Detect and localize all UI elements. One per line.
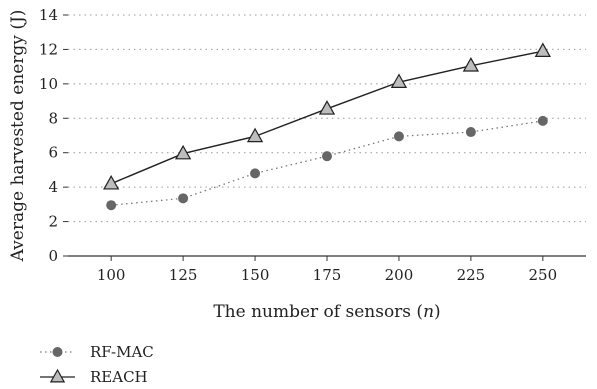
y-tick-label-2: 2: [48, 213, 58, 231]
y-tick-label-0: 0: [48, 247, 58, 265]
legend-label-rf-mac: RF-MAC: [90, 343, 154, 361]
x-axis-title: The number of sensors (n): [213, 302, 440, 322]
x-tick-label-150: 150: [241, 266, 270, 284]
x-tick-label-225: 225: [457, 266, 486, 284]
point-reach-250: [534, 42, 551, 58]
point-reach-175: [318, 100, 336, 115]
y-tick-label-8: 8: [48, 109, 58, 127]
x-axis-title-text: The number of sensors (: [213, 302, 423, 322]
point-rf-mac-125: [178, 193, 189, 204]
y-tick-label-12: 12: [39, 40, 58, 58]
legend: RF-MAC REACH: [40, 343, 154, 386]
y-tick-label-10: 10: [39, 75, 58, 93]
point-rf-mac-100: [106, 200, 117, 211]
point-rf-mac-150: [250, 168, 261, 179]
point-reach-225: [462, 57, 480, 72]
y-tick-label-14: 14: [39, 6, 58, 24]
legend-marker-reach: [49, 368, 66, 383]
legend-label-reach: REACH: [90, 368, 148, 386]
y-axis-ticks: 0 2 4 6 8 10 12 14: [39, 6, 68, 265]
grid-lines: [68, 14, 586, 223]
y-tick-label-4: 4: [48, 178, 58, 196]
point-rf-mac-200: [393, 131, 404, 142]
series-layer: [103, 42, 551, 211]
x-axis-title-variable: n: [423, 302, 434, 322]
x-tick-label-100: 100: [97, 266, 126, 284]
point-reach-200: [390, 73, 408, 88]
series-line-rf-mac: [111, 120, 543, 206]
x-axis-title-end: ): [434, 302, 441, 322]
x-tick-label-125: 125: [169, 266, 198, 284]
y-tick-label-6: 6: [48, 144, 58, 162]
point-reach-125: [174, 144, 192, 160]
point-rf-mac-225: [465, 127, 476, 138]
point-rf-mac-250: [537, 115, 548, 126]
y-axis-title: Average harvested energy (J): [8, 10, 28, 263]
x-axis-ticks: 100 125 150 175 200 225 250: [97, 256, 557, 284]
legend-marker-rf-mac: [52, 347, 63, 357]
point-rf-mac-175: [322, 151, 332, 162]
x-tick-label-200: 200: [385, 266, 414, 284]
x-tick-label-175: 175: [313, 266, 342, 284]
point-reach-150: [246, 127, 264, 143]
point-reach-100: [103, 174, 120, 190]
x-tick-label-250: 250: [529, 266, 558, 284]
